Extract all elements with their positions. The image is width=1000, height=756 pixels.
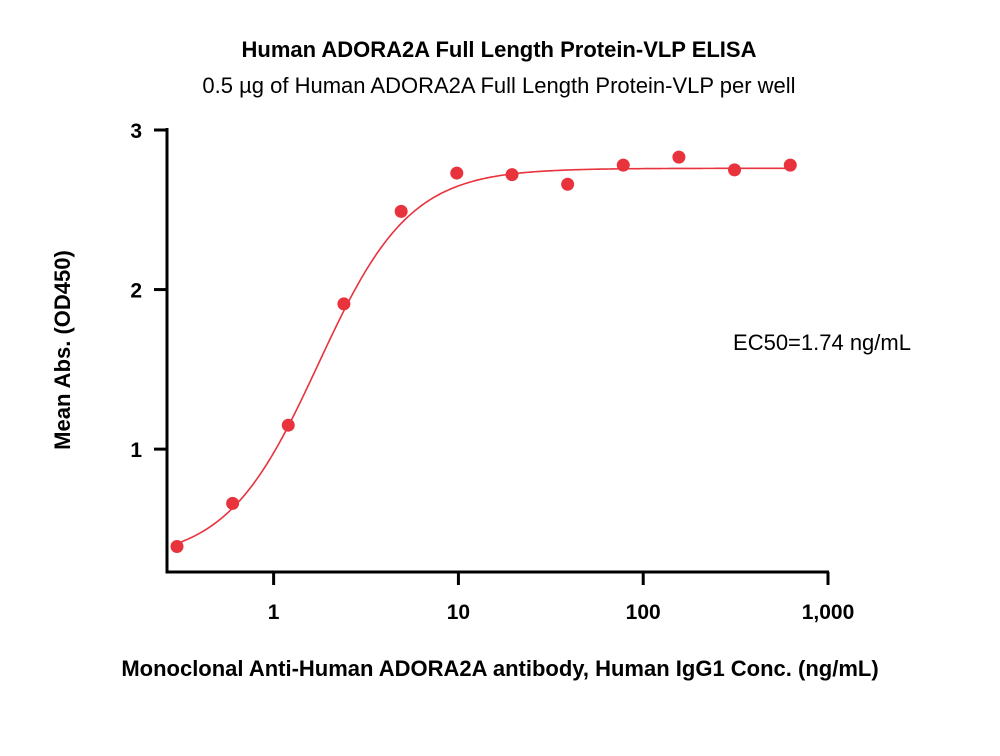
fit-curve (176, 167, 791, 545)
chart-subtitle: 0.5 µg of Human ADORA2A Full Length Prot… (202, 73, 795, 98)
data-point (394, 204, 408, 218)
x-tick-label: 1,000 (802, 601, 855, 624)
y-tick-label: 2 (130, 280, 142, 303)
axis-ticks: 1 10 100 1,000 1 2 3 (130, 120, 854, 624)
data-point (505, 168, 519, 182)
x-tick-label: 10 (447, 601, 470, 624)
data-point (728, 163, 742, 177)
data-point (170, 539, 184, 553)
data-point (672, 150, 686, 164)
x-tick-label: 100 (626, 601, 661, 624)
chart-title: Human ADORA2A Full Length Protein-VLP EL… (242, 37, 757, 62)
y-tick-label: 3 (130, 120, 142, 143)
y-tick-label: 1 (130, 439, 142, 462)
data-point (561, 177, 575, 191)
x-tick-label: 1 (268, 601, 280, 624)
data-point (450, 166, 464, 180)
data-point (616, 158, 630, 172)
data-point (281, 418, 295, 432)
y-axis-label: Mean Abs. (OD450) (50, 250, 75, 450)
data-point (783, 158, 797, 172)
x-axis-label: Monoclonal Anti-Human ADORA2A antibody, … (121, 656, 878, 681)
data-point (337, 297, 351, 311)
ec50-annotation: EC50=1.74 ng/mL (733, 330, 911, 355)
data-point (226, 496, 240, 510)
data-points (170, 150, 797, 553)
